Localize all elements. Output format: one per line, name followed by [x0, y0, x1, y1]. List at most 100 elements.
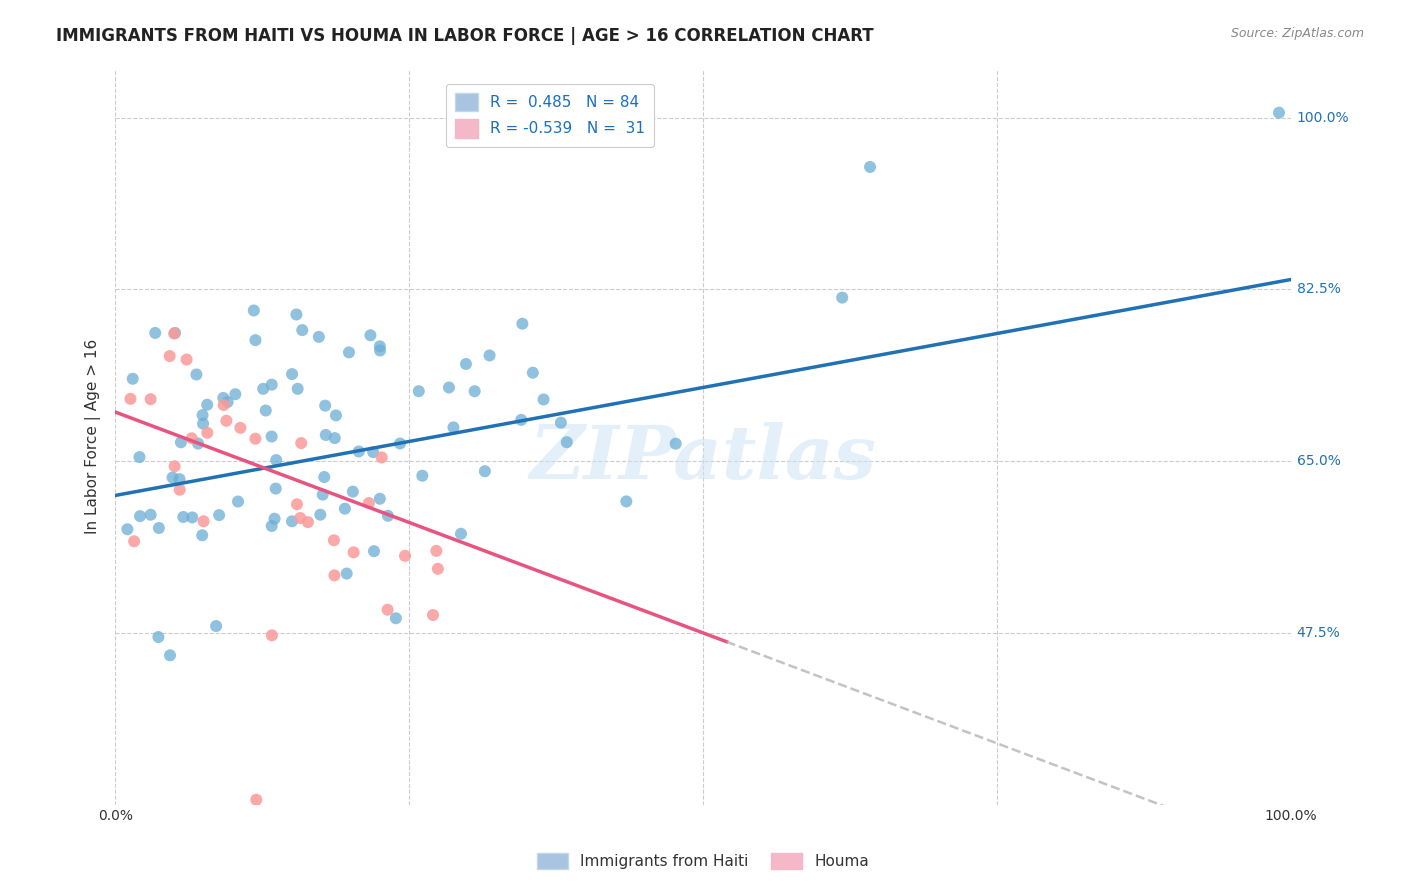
Legend: R =  0.485   N = 84, R = -0.539   N =  31: R = 0.485 N = 84, R = -0.539 N = 31 [446, 84, 654, 147]
Point [337, 345, 360, 359]
Point [193, 514, 215, 528]
Point [555, 435, 578, 450]
Point [394, 549, 416, 563]
Point [169, 472, 191, 486]
Point [260, 519, 283, 533]
Point [385, 611, 408, 625]
Point [212, 391, 235, 405]
Point [533, 392, 555, 407]
Text: 65.0%: 65.0% [1296, 454, 1340, 468]
Point [148, 521, 170, 535]
Point [191, 528, 214, 542]
Point [260, 628, 283, 642]
Point [170, 435, 193, 450]
Point [314, 470, 336, 484]
Text: IMMIGRANTS FROM HAITI VS HOUMA IN LABOR FORCE | AGE > 16 CORRELATION CHART: IMMIGRANTS FROM HAITI VS HOUMA IN LABOR … [56, 27, 875, 45]
Point [252, 382, 274, 396]
Point [343, 545, 366, 559]
Point [172, 510, 194, 524]
Point [357, 496, 380, 510]
Point [260, 377, 283, 392]
Point [264, 453, 287, 467]
Point [229, 421, 252, 435]
Text: 47.5%: 47.5% [1296, 626, 1340, 640]
Point [1268, 105, 1291, 120]
Point [426, 562, 449, 576]
Text: ZIPatlas: ZIPatlas [530, 423, 876, 495]
Point [287, 382, 309, 396]
Point [163, 326, 186, 341]
Point [315, 428, 337, 442]
Point [176, 352, 198, 367]
Point [224, 387, 246, 401]
Point [195, 398, 218, 412]
Point [323, 431, 346, 445]
Point [665, 436, 688, 450]
Point [308, 330, 330, 344]
Point [450, 526, 472, 541]
Point [309, 508, 332, 522]
Point [422, 607, 444, 622]
Point [191, 408, 214, 422]
Text: 100.0%: 100.0% [1296, 111, 1350, 125]
Point [512, 317, 534, 331]
Point [368, 343, 391, 358]
Text: Source: ZipAtlas.com: Source: ZipAtlas.com [1230, 27, 1364, 40]
Point [377, 508, 399, 523]
Y-axis label: In Labor Force | Age > 16: In Labor Force | Age > 16 [86, 339, 101, 534]
Point [325, 409, 347, 423]
Point [148, 630, 170, 644]
Point [215, 414, 238, 428]
Point [359, 328, 381, 343]
Point [169, 483, 191, 497]
Point [205, 619, 228, 633]
Point [191, 417, 214, 431]
Point [363, 544, 385, 558]
Point [437, 380, 460, 394]
Point [260, 429, 283, 443]
Point [510, 413, 533, 427]
Point [217, 395, 239, 409]
Point [254, 403, 277, 417]
Point [162, 470, 184, 484]
Point [454, 357, 477, 371]
Point [285, 497, 308, 511]
Point [377, 603, 399, 617]
Point [245, 793, 267, 807]
Point [859, 160, 882, 174]
Point [163, 459, 186, 474]
Point [195, 425, 218, 440]
Point [122, 534, 145, 549]
Point [361, 445, 384, 459]
Point [464, 384, 486, 399]
Point [389, 436, 412, 450]
Point [129, 509, 152, 524]
Point [243, 303, 266, 318]
Point [212, 398, 235, 412]
Point [550, 416, 572, 430]
Point [290, 511, 312, 525]
Point [314, 399, 336, 413]
Point [297, 515, 319, 529]
Point [614, 494, 637, 508]
Point [180, 431, 202, 445]
Point [443, 420, 465, 434]
Point [264, 482, 287, 496]
Point [208, 508, 231, 522]
Point [342, 484, 364, 499]
Point [285, 308, 308, 322]
Point [263, 512, 285, 526]
Point [139, 508, 162, 522]
Point [368, 491, 391, 506]
Point [281, 514, 304, 528]
Point [121, 372, 143, 386]
Point [159, 648, 181, 663]
Point [425, 544, 447, 558]
Point [120, 392, 142, 406]
Point [336, 566, 359, 581]
Point [186, 368, 208, 382]
Point [226, 494, 249, 508]
Point [181, 510, 204, 524]
Point [139, 392, 162, 407]
Point [128, 450, 150, 464]
